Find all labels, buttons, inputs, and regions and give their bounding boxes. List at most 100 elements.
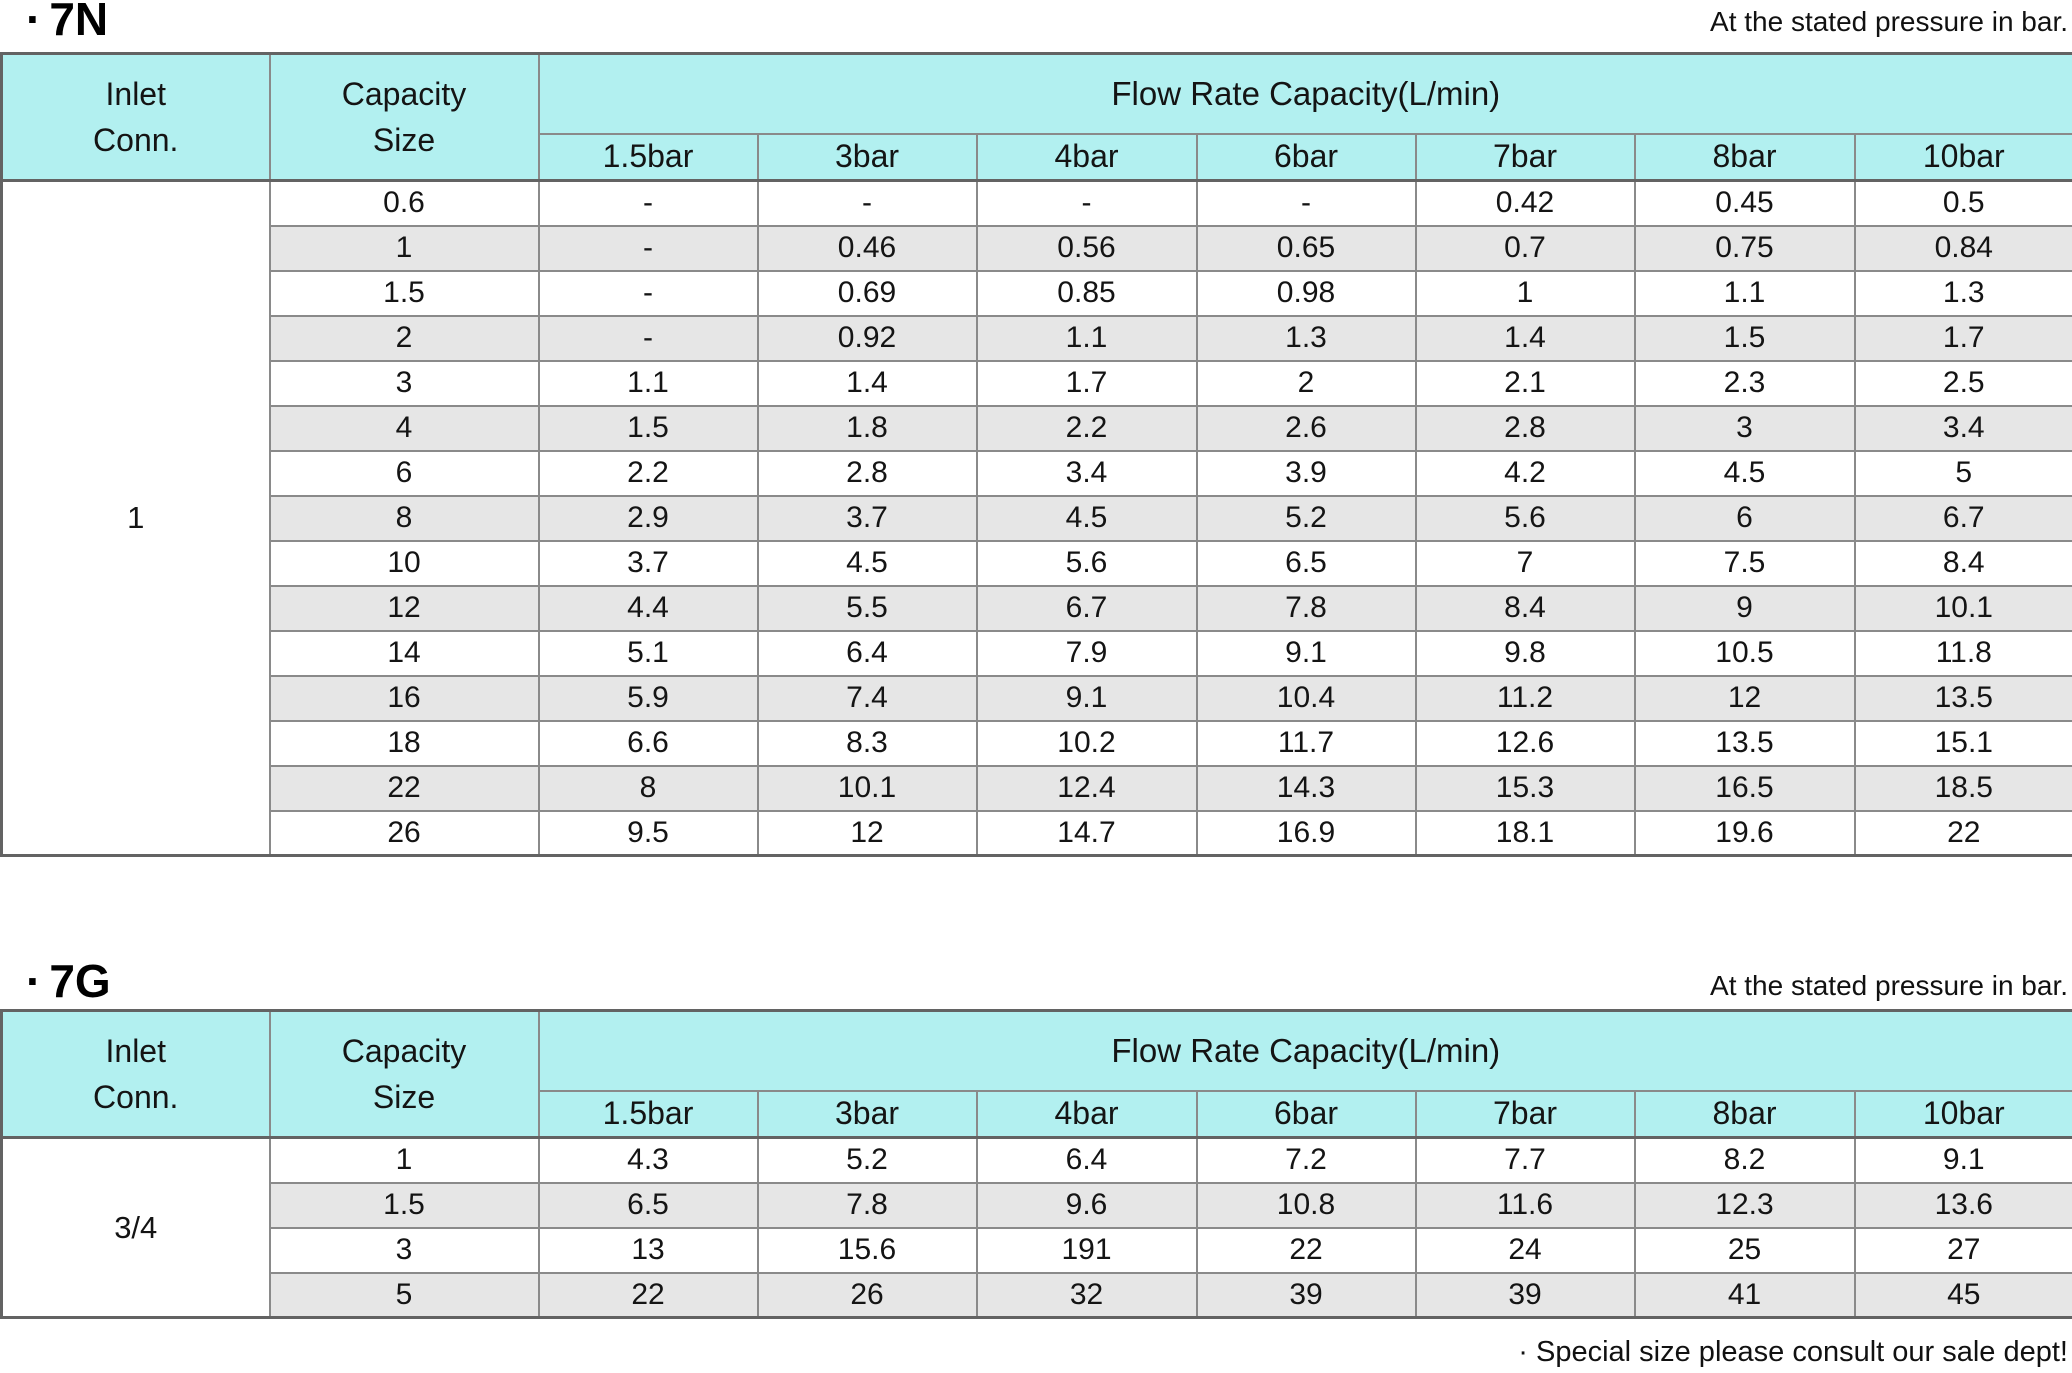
table-row: 6 2.2 2.8 3.4 3.9 4.2 4.5 5 [2, 449, 2072, 497]
flow-value-cell: - [537, 314, 759, 362]
capacity-size-cell: 1.5 [268, 269, 540, 317]
flow-value-cell: 1.1 [537, 359, 759, 407]
section-title-7n: · 7N [26, 0, 108, 42]
flow-value-cell: 18.1 [1414, 809, 1636, 857]
header-bar-3: 3bar [756, 1089, 978, 1139]
flow-value-cell: 45 [1853, 1271, 2072, 1319]
capacity-size-cell: 6 [268, 449, 540, 497]
capacity-size-cell: 16 [268, 674, 540, 722]
table-row: 10 3.7 4.5 5.6 6.5 7 7.5 8.4 [2, 539, 2072, 587]
flow-value-cell: 5 [1853, 449, 2072, 497]
flow-value-cell: 15.6 [756, 1226, 978, 1274]
flow-value-cell: - [756, 179, 978, 227]
flow-value-cell: 6.7 [1853, 494, 2072, 542]
flow-value-cell: 6 [1633, 494, 1856, 542]
header-capacity-size: Capacity Size [268, 1009, 540, 1139]
capacity-size-cell: 3 [268, 359, 540, 407]
flow-value-cell: 15.3 [1414, 764, 1636, 812]
flow-value-cell: 12 [1633, 674, 1856, 722]
capacity-size-cell: 0.6 [268, 179, 540, 227]
flow-value-cell: 1.1 [975, 314, 1198, 362]
flow-value-cell: 1.3 [1853, 269, 2072, 317]
capacity-size-cell: 1 [268, 224, 540, 272]
flow-value-cell: 11.7 [1195, 719, 1417, 767]
header-row-main: Inlet Conn. Capacity Size Flow Rate Capa… [0, 1009, 2072, 1139]
flow-value-cell: 0.69 [756, 269, 978, 317]
flow-value-cell: 0.42 [1414, 179, 1636, 227]
capacity-size-cell: 26 [268, 809, 540, 857]
header-bar-1-5: 1.5bar [537, 132, 759, 182]
flow-value-cell: 11.8 [1853, 629, 2072, 677]
flow-value-cell: 0.92 [756, 314, 978, 362]
flow-value-cell: 0.5 [1853, 179, 2072, 227]
flow-value-cell: 14.3 [1195, 764, 1417, 812]
flow-value-cell: 0.75 [1633, 224, 1856, 272]
header-bar-8: 8bar [1633, 1089, 1856, 1139]
header-flow-rate-title: Flow Rate Capacity(L/min) [537, 52, 2072, 135]
flow-value-cell: 13 [537, 1226, 759, 1274]
table-row: 16 5.9 7.4 9.1 10.4 11.2 12 13.5 [2, 674, 2072, 722]
flow-value-cell: - [537, 179, 759, 227]
header-bar-7: 7bar [1414, 1089, 1636, 1139]
table-row: 2-0.92 1.1 1.3 1.4 1.5 1.7 [2, 314, 2072, 362]
flow-value-cell: 5.6 [1414, 494, 1636, 542]
flow-value-cell: 1.4 [1414, 314, 1636, 362]
table-row: 1-0.46 0.56 0.65 0.7 0.75 0.84 [2, 224, 2072, 272]
flow-value-cell: 7 [1414, 539, 1636, 587]
flow-value-cell: 7.8 [756, 1181, 978, 1229]
flow-value-cell: 5.2 [1195, 494, 1417, 542]
flow-value-cell: 0.98 [1195, 269, 1417, 317]
flow-value-cell: 8.3 [756, 719, 978, 767]
flow-value-cell: 3.7 [537, 539, 759, 587]
flow-value-cell: 24 [1414, 1226, 1636, 1274]
table-row: 4 1.5 1.8 2.2 2.6 2.8 3 3.4 [2, 404, 2072, 452]
flow-value-cell: 0.7 [1414, 224, 1636, 272]
flow-value-cell: 2.2 [975, 404, 1198, 452]
flow-value-cell: 5.6 [975, 539, 1198, 587]
header-row-main: Inlet Conn. Capacity Size Flow Rate Capa… [0, 52, 2072, 182]
capacity-size-cell: 12 [268, 584, 540, 632]
capacity-size-cell: 5 [268, 1271, 540, 1319]
flow-value-cell: 11.2 [1414, 674, 1636, 722]
flow-value-cell: 3 [1633, 404, 1856, 452]
flow-value-cell: 22 [1853, 809, 2072, 857]
section-title-7n-text: 7N [49, 0, 109, 45]
flow-value-cell: 13.5 [1633, 719, 1856, 767]
flow-value-cell: 2 [1195, 359, 1417, 407]
flow-value-cell: 9.1 [1195, 629, 1417, 677]
flow-value-cell: 11.6 [1414, 1181, 1636, 1229]
flow-value-cell: 6.4 [756, 629, 978, 677]
flow-value-cell: 2.6 [1195, 404, 1417, 452]
flow-value-cell: 2.5 [1853, 359, 2072, 407]
capacity-size-cell: 14 [268, 629, 540, 677]
header-inlet-conn: Inlet Conn. [0, 52, 271, 182]
flow-value-cell: 12 [756, 809, 978, 857]
flow-value-cell: 4.5 [975, 494, 1198, 542]
flow-value-cell: 18.5 [1853, 764, 2072, 812]
flow-rate-table-7g: Inlet Conn. Capacity Size Flow Rate Capa… [0, 1009, 2072, 1319]
flow-value-cell: 5.9 [537, 674, 759, 722]
table-row: 12 4.4 5.5 6.7 7.8 8.4 9 10.1 [2, 584, 2072, 632]
table-body-7g: 3/4 1 4.3 5.2 6.4 7.2 7.7 8.2 9.1 1.5 6.5 7.8 9.6 10.… [0, 1136, 2072, 1319]
flow-value-cell: 0.65 [1195, 224, 1417, 272]
flow-value-cell: 1.5 [1633, 314, 1856, 362]
flow-value-cell: 1.4 [756, 359, 978, 407]
flow-value-cell: 12.4 [975, 764, 1198, 812]
flow-value-cell: 1.7 [1853, 314, 2072, 362]
flow-value-cell: 9.1 [975, 674, 1198, 722]
capacity-size-cell: 22 [268, 764, 540, 812]
flow-value-cell: - [537, 224, 759, 272]
flow-value-cell: 7.2 [1195, 1136, 1417, 1184]
flow-value-cell: 8.2 [1633, 1136, 1856, 1184]
table-row: 1.5 6.5 7.8 9.6 10.8 11.6 12.3 13.6 [2, 1181, 2072, 1229]
table-row: 3/4 1 4.3 5.2 6.4 7.2 7.7 8.2 9.1 [0, 1136, 2072, 1319]
header-bar-4: 4bar [975, 1089, 1198, 1139]
flow-value-cell: 7.5 [1633, 539, 1856, 587]
flow-value-cell: 4.4 [537, 584, 759, 632]
flow-value-cell: 10.1 [756, 764, 978, 812]
capacity-size-cell: 4 [268, 404, 540, 452]
flow-value-cell: 2.8 [1414, 404, 1636, 452]
pressure-note-7g: At the stated pressure in bar. [1710, 970, 2068, 1001]
capacity-size-cell: 1.5 [268, 1181, 540, 1229]
